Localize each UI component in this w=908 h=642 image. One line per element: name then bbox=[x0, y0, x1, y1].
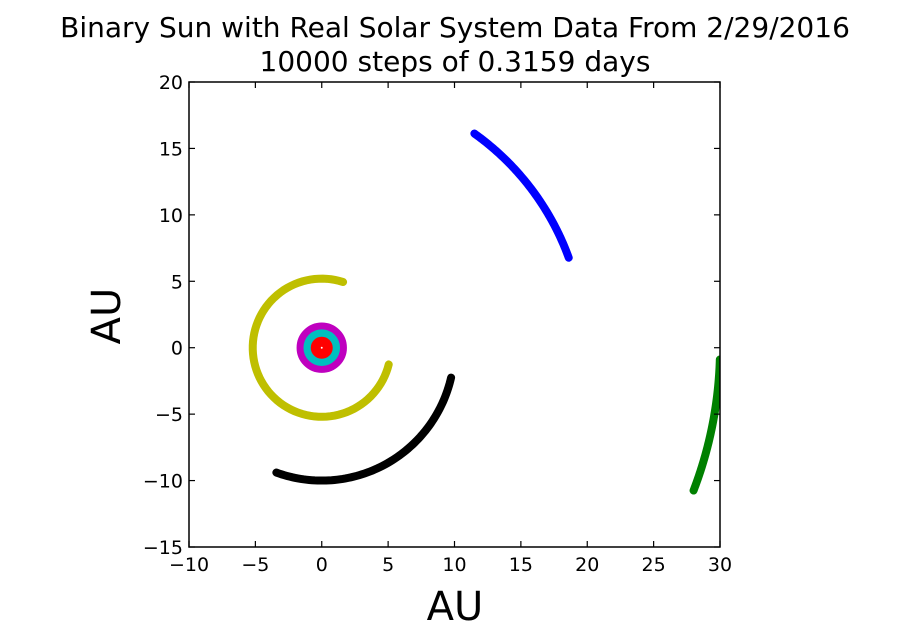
y-axis-label: AU bbox=[84, 288, 130, 345]
x-tick-label: 0 bbox=[316, 554, 328, 576]
orbit-trail-7 bbox=[689, 355, 720, 495]
series-layer bbox=[248, 129, 720, 495]
x-axis-label: AU bbox=[427, 584, 484, 630]
x-tick-label: 5 bbox=[382, 554, 394, 576]
orbit-trail-3 bbox=[310, 336, 333, 359]
y-tick-label: 15 bbox=[159, 138, 183, 160]
plot-frame bbox=[188, 81, 721, 548]
orbit-trail-5 bbox=[272, 373, 456, 485]
chart-title: Binary Sun with Real Solar System Data F… bbox=[60, 11, 850, 44]
orbit-trail-2 bbox=[303, 329, 341, 366]
y-tick-label: −10 bbox=[143, 471, 183, 493]
x-tick-label: 10 bbox=[442, 554, 466, 576]
y-tick-label: −5 bbox=[155, 404, 183, 426]
y-tick-label: 20 bbox=[159, 72, 183, 94]
y-tick-label: 5 bbox=[171, 271, 183, 293]
y-tick-label: −15 bbox=[143, 537, 183, 559]
x-tick-label: −5 bbox=[241, 554, 269, 576]
x-tick-label: 30 bbox=[708, 554, 732, 576]
orbit-trail-6 bbox=[470, 129, 573, 262]
orbit-trail-1 bbox=[296, 322, 347, 373]
orbit-trail-4 bbox=[248, 274, 393, 421]
y-tick-label: 0 bbox=[171, 338, 183, 360]
x-tick-label: 25 bbox=[642, 554, 666, 576]
x-tick-label: 20 bbox=[575, 554, 599, 576]
y-tick-label: 10 bbox=[159, 205, 183, 227]
chart-subtitle: 10000 steps of 0.3159 days bbox=[260, 45, 651, 78]
x-tick-label: −10 bbox=[169, 554, 209, 576]
x-tick-label: 15 bbox=[509, 554, 533, 576]
